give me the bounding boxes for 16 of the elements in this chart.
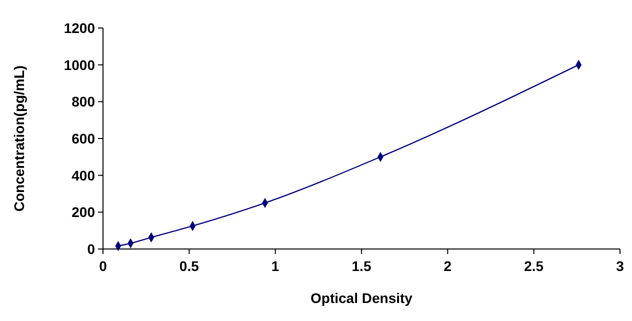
y-tick-label: 1000 — [64, 56, 96, 73]
x-tick-label: 0.5 — [179, 258, 200, 274]
y-tick-label: 0 — [87, 241, 96, 257]
y-tick-label: 400 — [72, 167, 96, 184]
x-tick-label: 1 — [271, 258, 280, 274]
x-tick-label: 1.5 — [352, 258, 372, 274]
x-tick-label: 0 — [99, 258, 108, 274]
x-tick-label: 2.5 — [524, 258, 544, 274]
y-tick-label: 800 — [72, 94, 96, 110]
y-tick-label: 200 — [72, 204, 96, 220]
x-tick-label: 2 — [444, 258, 452, 274]
y-tick-label: 600 — [72, 130, 96, 146]
y-axis-title: Concentration(pg/mL) — [11, 65, 27, 212]
y-tick-label: 1200 — [64, 20, 96, 36]
x-tick-label: 3 — [616, 258, 624, 274]
x-axis-title: Optical Density — [310, 290, 413, 306]
